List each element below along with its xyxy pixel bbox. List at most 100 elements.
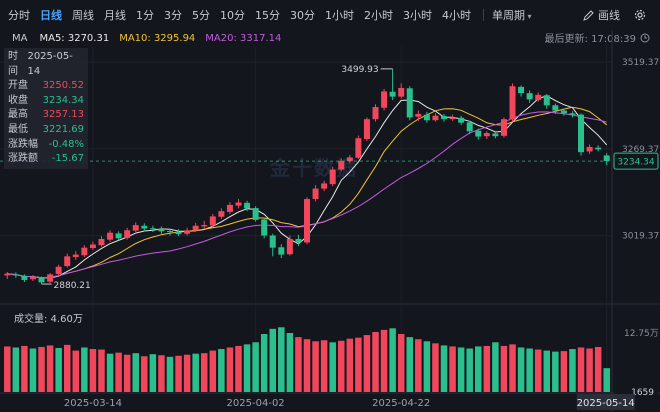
candle-body — [509, 86, 516, 120]
candle-body — [184, 230, 191, 234]
volume-bar — [175, 355, 182, 392]
volume-bar — [415, 339, 422, 392]
ma-legend: MA MA5: 3270.31 MA10: 3295.94 MA20: 3317… — [0, 30, 660, 46]
candle-body — [261, 219, 268, 236]
info-value: 3250.52 — [42, 80, 84, 92]
candle-body — [552, 105, 559, 111]
volume-bar — [183, 354, 191, 392]
tab-period-7[interactable]: 10分 — [220, 9, 245, 22]
tab-period-3[interactable]: 月线 — [104, 9, 126, 22]
candle-body — [458, 117, 465, 123]
toolbar-tools: 画线 — [569, 0, 650, 30]
candle-body — [423, 114, 430, 121]
tab-period-13[interactable]: 4小时 — [442, 9, 471, 22]
candle-body — [124, 230, 131, 238]
tab-period-9[interactable]: 30分 — [290, 9, 315, 22]
candle-body — [389, 91, 396, 97]
candle-body — [304, 199, 310, 243]
volume-bar — [158, 355, 165, 392]
volume-bar — [492, 342, 499, 392]
candle-body — [269, 235, 276, 248]
settings-button[interactable] — [634, 9, 650, 21]
tab-period-14[interactable]: 单周期 — [492, 7, 532, 23]
info-row: 最低 3221.69 — [8, 123, 84, 138]
volume-bar — [432, 343, 439, 392]
tab-period-0[interactable]: 分时 — [8, 9, 30, 22]
candle-body — [295, 238, 302, 243]
volume-bar — [141, 356, 148, 392]
low-label: 2880.21 — [54, 281, 91, 291]
candle-body — [381, 91, 388, 108]
volume-bar — [21, 345, 28, 392]
gear-icon — [634, 9, 646, 21]
candle-body — [492, 133, 499, 137]
candle-body — [201, 225, 208, 227]
tab-period-12[interactable]: 3小时 — [403, 9, 432, 22]
draw-line-button[interactable]: 画线 — [583, 7, 620, 23]
draw-line-label: 画线 — [598, 9, 620, 22]
last-price-tag — [613, 152, 659, 170]
tab-period-1[interactable]: 日线 — [40, 9, 62, 22]
candle-body — [578, 114, 585, 153]
clock-icon — [640, 33, 650, 42]
candle-body — [226, 204, 233, 212]
ma10-value: MA10: 3295.94 — [119, 32, 196, 44]
candle-body — [244, 202, 251, 209]
candle-body — [543, 95, 550, 106]
volume-bar — [449, 346, 456, 392]
volume-bar — [320, 340, 328, 392]
candle-body — [518, 86, 525, 94]
volume-bar — [483, 345, 491, 392]
volume-bar — [423, 341, 431, 392]
volume-bar — [406, 337, 414, 392]
candle-body — [175, 231, 182, 235]
candle-body — [21, 275, 28, 280]
volume-bar — [603, 368, 610, 392]
candle-body — [278, 247, 285, 255]
tab-period-11[interactable]: 2小时 — [364, 9, 393, 22]
volume-bar — [115, 352, 122, 392]
tab-period-6[interactable]: 5分 — [192, 9, 210, 22]
candle-body — [149, 228, 156, 230]
info-value: 3257.13 — [42, 109, 84, 121]
tab-period-2[interactable]: 周线 — [72, 9, 94, 22]
candle-body — [500, 119, 507, 136]
info-value: -0.48% — [48, 138, 84, 150]
info-row: 涨跌幅 -0.48% — [8, 138, 84, 153]
tab-period-4[interactable]: 1分 — [136, 9, 154, 22]
candle-body — [98, 238, 105, 246]
candle-body — [47, 274, 54, 282]
volume-bar — [72, 350, 80, 392]
volume-min-label: 1659 — [631, 388, 654, 398]
candle-body — [595, 147, 602, 150]
volume-bar — [12, 347, 20, 392]
volume-bar — [380, 329, 388, 392]
volume-bar — [475, 346, 482, 392]
volume-bar — [534, 349, 542, 392]
volume-bar — [89, 349, 97, 392]
volume-bar — [63, 344, 71, 392]
volume-bar — [372, 331, 379, 392]
tab-period-5[interactable]: 3分 — [164, 9, 182, 22]
candle-body — [338, 160, 345, 170]
candle-body — [363, 119, 370, 139]
volume-bar — [526, 348, 533, 392]
volume-bar — [500, 345, 508, 392]
info-row: 涨跌额 -15.67 — [8, 152, 84, 167]
info-value: 3234.34 — [42, 94, 84, 106]
last-update-text: 最后更新: 17:08:39 — [544, 34, 636, 45]
candle-body — [72, 254, 79, 258]
info-key: 最低 — [8, 123, 28, 135]
volume-bar — [397, 334, 405, 392]
tab-period-8[interactable]: 15分 — [255, 9, 280, 22]
volume-bar — [98, 349, 105, 392]
tab-period-10[interactable]: 1小时 — [325, 9, 354, 22]
volume-bar — [38, 346, 45, 392]
volume-bar — [166, 356, 174, 392]
volume-bar — [329, 342, 336, 392]
volume-bar — [355, 337, 362, 392]
volume-bar — [218, 349, 225, 392]
volume-bar — [132, 353, 139, 392]
